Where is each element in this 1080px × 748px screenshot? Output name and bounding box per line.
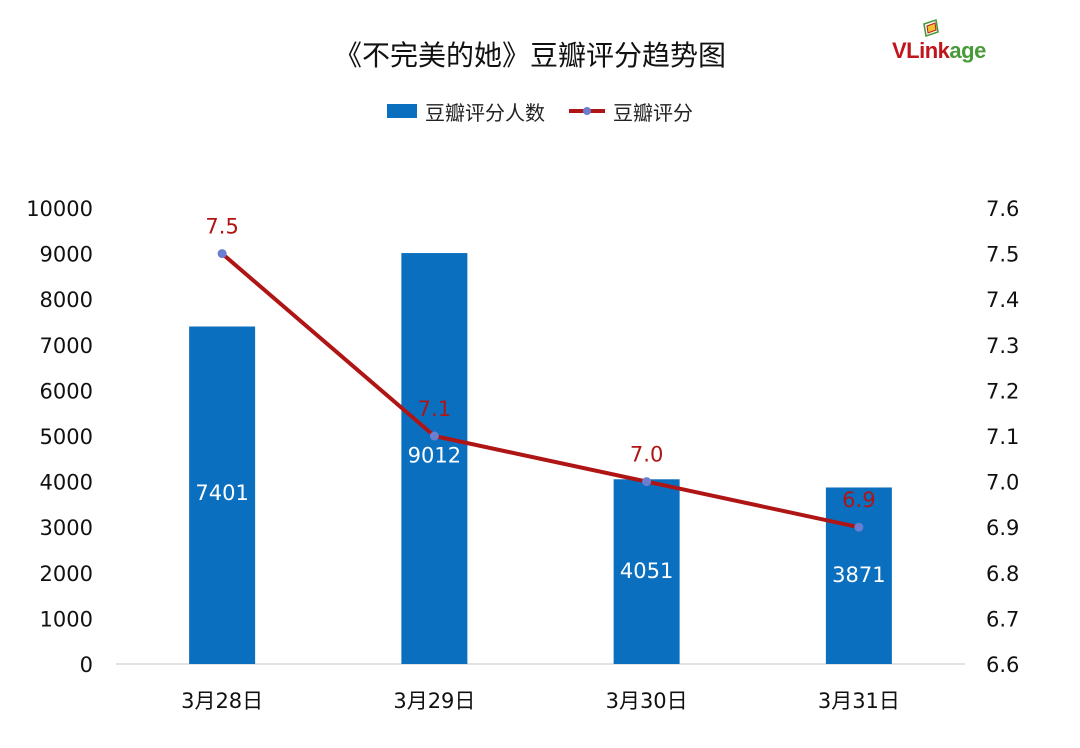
score-value-label: 6.9 — [842, 488, 875, 512]
score-value-label: 7.0 — [630, 443, 663, 467]
x-axis: 3月28日 3月29日 3月30日 3月31日 — [181, 689, 900, 713]
legend-item-bar: 豆瓣评分人数 — [387, 97, 545, 126]
logo-text-vlink: VLink — [892, 38, 950, 63]
bar-value-label: 3871 — [832, 563, 885, 587]
legend-item-line: 豆瓣评分 — [569, 97, 693, 126]
score-point — [642, 477, 652, 487]
line-series-group: 7.5 7.1 7.0 6.9 — [205, 215, 876, 532]
bar — [825, 487, 892, 664]
legend-bar-swatch — [387, 104, 417, 118]
legend-line-label: 豆瓣评分 — [613, 100, 693, 125]
right-axis-tick-label: 6.9 — [986, 516, 1019, 540]
score-value-label: 7.1 — [418, 397, 451, 421]
right-axis-tick-label: 6.6 — [986, 653, 1019, 677]
right-axis: 6.6 6.7 6.8 6.9 7.0 7.1 7.2 7.3 7.4 7.5 7.6 — [986, 197, 1019, 677]
score-point — [217, 249, 227, 259]
bar-value-label: 4051 — [620, 559, 673, 583]
bar-value-label: 7401 — [195, 481, 248, 505]
bar-labels-group: 7401 9012 4051 3871 — [195, 443, 885, 587]
bar — [613, 479, 680, 664]
left-axis-tick-label: 7000 — [40, 334, 93, 358]
bar — [189, 326, 256, 664]
right-axis-tick-label: 7.6 — [986, 197, 1019, 221]
left-axis-tick-label: 4000 — [40, 471, 93, 495]
bars-group — [189, 253, 892, 664]
x-axis-tick-label: 3月30日 — [606, 689, 688, 713]
right-axis-tick-label: 7.0 — [986, 471, 1019, 495]
left-axis-tick-label: 1000 — [40, 607, 93, 631]
score-point — [429, 431, 439, 441]
right-axis-tick-label: 7.5 — [986, 243, 1019, 267]
score-value-label: 7.5 — [205, 215, 238, 239]
chart-title: 《不完美的她》豆瓣评分趋势图 — [333, 39, 726, 72]
x-axis-tick-label: 3月28日 — [181, 689, 263, 713]
left-axis-tick-label: 6000 — [40, 379, 93, 403]
score-point — [854, 522, 864, 532]
bar — [401, 253, 468, 664]
left-axis-tick-label: 9000 — [40, 243, 93, 267]
legend-line-swatch — [569, 107, 605, 115]
bar-value-label: 9012 — [408, 443, 461, 467]
right-axis-tick-label: 6.7 — [986, 607, 1019, 631]
left-axis-tick-label: 10000 — [26, 197, 93, 221]
logo-mark-icon — [923, 18, 939, 38]
left-axis-tick-label: 2000 — [40, 562, 93, 586]
chart-legend: 豆瓣评分人数 豆瓣评分 — [0, 96, 1080, 126]
right-axis-tick-label: 7.3 — [986, 334, 1019, 358]
x-axis-tick-label: 3月29日 — [393, 689, 475, 713]
score-line — [220, 252, 860, 530]
legend-bar-label: 豆瓣评分人数 — [425, 100, 545, 125]
left-axis-tick-label: 8000 — [40, 288, 93, 312]
vlinkage-logo: VLinkage — [892, 18, 1012, 70]
right-axis-tick-label: 7.1 — [986, 425, 1019, 449]
left-axis-tick-label: 5000 — [40, 425, 93, 449]
logo-text: VLinkage — [892, 38, 986, 64]
left-axis: 0 1000 2000 3000 4000 5000 6000 7000 8000 9000 100… — [26, 197, 93, 677]
left-axis-tick-label: 3000 — [40, 516, 93, 540]
logo-text-age: age — [949, 38, 986, 63]
right-axis-tick-label: 7.4 — [986, 288, 1019, 312]
left-axis-tick-label: 0 — [80, 653, 93, 677]
right-axis-tick-label: 7.2 — [986, 379, 1019, 403]
x-axis-tick-label: 3月31日 — [818, 689, 900, 713]
right-axis-tick-label: 6.8 — [986, 562, 1019, 586]
